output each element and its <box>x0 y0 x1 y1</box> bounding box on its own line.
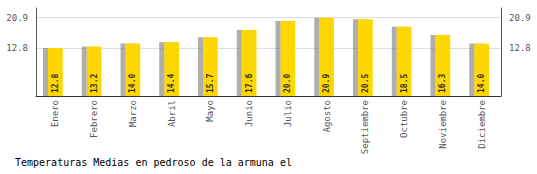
svg-text:18.5: 18.5 <box>400 74 409 93</box>
svg-text:16.3: 16.3 <box>438 74 447 93</box>
svg-text:15.7: 15.7 <box>206 74 215 93</box>
svg-text:20.0: 20.0 <box>283 74 292 93</box>
svg-text:20.9: 20.9 <box>322 74 331 93</box>
svg-text:Junio: Junio <box>244 100 254 127</box>
svg-text:20.9: 20.9 <box>509 13 531 23</box>
svg-text:Mayo: Mayo <box>205 100 215 122</box>
svg-text:Febrero: Febrero <box>89 100 99 138</box>
svg-text:13.2: 13.2 <box>90 74 99 93</box>
svg-text:12.8: 12.8 <box>51 74 60 93</box>
svg-text:14.0: 14.0 <box>477 74 486 93</box>
svg-text:14.4: 14.4 <box>167 74 176 93</box>
svg-text:Enero: Enero <box>50 100 60 127</box>
svg-text:20.9: 20.9 <box>6 13 28 23</box>
svg-text:Marzo: Marzo <box>128 100 138 127</box>
svg-text:12.8: 12.8 <box>509 43 531 53</box>
svg-text:Octubre: Octubre <box>399 100 409 138</box>
svg-text:Noviembre: Noviembre <box>438 100 448 149</box>
svg-text:14.0: 14.0 <box>128 74 137 93</box>
svg-text:Septiembre: Septiembre <box>360 100 370 154</box>
svg-text:Julio: Julio <box>283 100 293 127</box>
svg-text:17.6: 17.6 <box>245 74 254 93</box>
svg-text:12.8: 12.8 <box>6 43 28 53</box>
svg-text:Diciembre: Diciembre <box>477 100 487 149</box>
svg-text:Agosto: Agosto <box>322 100 332 133</box>
svg-text:20.5: 20.5 <box>361 74 370 93</box>
svg-text:Abril: Abril <box>167 100 177 127</box>
svg-text:Temperaturas Medias en pedroso: Temperaturas Medias en pedroso de la arm… <box>15 157 292 168</box>
